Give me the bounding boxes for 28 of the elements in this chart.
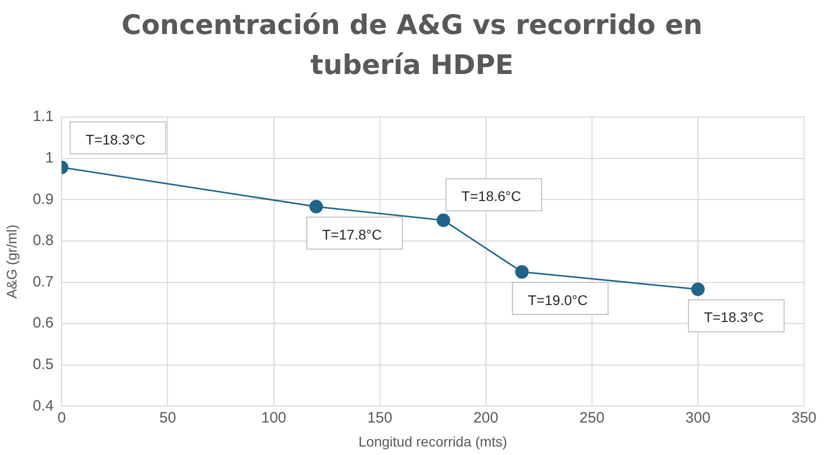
- x-tick-label: 100: [261, 409, 286, 426]
- y-tick-label: 1: [45, 149, 54, 166]
- point: [309, 200, 323, 214]
- x-tick-label: 250: [579, 409, 604, 426]
- y-tick-label: 0.6: [32, 314, 54, 332]
- y-tick-label: 0.4: [32, 397, 54, 414]
- x-tick-label: 200: [473, 409, 498, 426]
- x-axis-title: Longitud recorrida (mts): [358, 433, 508, 450]
- y-tick-label: 0.8: [32, 232, 54, 250]
- point: [691, 282, 705, 296]
- x-tick-label: 300: [685, 409, 710, 426]
- annotation: T=18.6°C: [461, 188, 522, 204]
- x-tick-label: 150: [367, 409, 392, 426]
- annotation: T=18.3°C: [704, 309, 764, 326]
- x-tick-label: 50: [159, 409, 176, 426]
- y-tick-label: 0.9: [32, 190, 54, 208]
- y-tick-label: 0.5: [32, 356, 54, 374]
- annotation: T=18.3°C: [86, 131, 146, 148]
- y-tick-label: 1.1: [32, 108, 54, 126]
- point: [515, 265, 529, 279]
- y-tick-label: 0.7: [32, 273, 54, 290]
- x-tick-label: 0: [57, 409, 66, 426]
- annotation: T=17.8°C: [322, 226, 382, 243]
- x-tick-label: 350: [791, 409, 817, 426]
- annotation: T=19.0°C: [528, 292, 588, 308]
- chart-title: Concentración de A&G vs recorrido en tubería HDPE: [120, 9, 704, 83]
- y-axis-title: A&G (gr/ml): [3, 224, 20, 299]
- point: [436, 214, 450, 228]
